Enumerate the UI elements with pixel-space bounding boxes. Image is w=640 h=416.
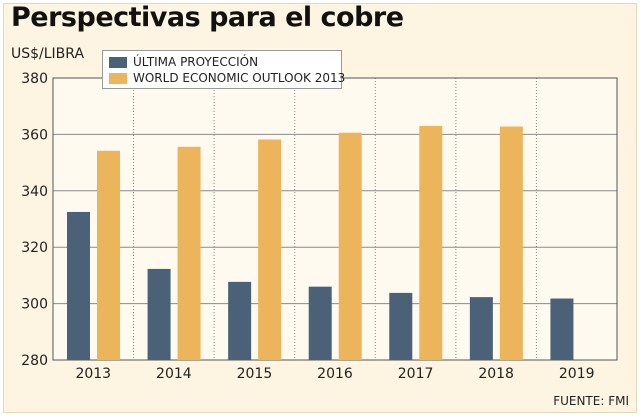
bar-latest-2014	[147, 268, 171, 360]
x-tick-label: 2013	[75, 366, 111, 382]
y-tick-label: 320	[21, 240, 48, 256]
legend-label-weo: WORLD ECONOMIC OUTLOOK 2013	[133, 71, 346, 85]
legend-item-latest: ÚLTIMA PROYECCIÓN	[109, 54, 335, 70]
bar-weo-2014	[177, 146, 201, 360]
bar-latest-2018	[469, 297, 493, 360]
source-note: FUENTE: FMI	[553, 394, 629, 408]
bar-latest-2015	[228, 281, 252, 360]
chart-title: Perspectivas para el cobre	[11, 2, 404, 33]
bar-latest-2019	[550, 298, 574, 360]
x-tick-label: 2014	[156, 366, 192, 382]
y-tick-label: 340	[21, 184, 48, 200]
bar-weo-2017	[419, 125, 443, 360]
bar-latest-2016	[308, 286, 332, 360]
y-tick-label: 280	[21, 353, 48, 369]
legend: ÚLTIMA PROYECCIÓN WORLD ECONOMIC OUTLOOK…	[102, 50, 345, 89]
bar-weo-2013	[97, 150, 120, 360]
x-tick-label: 2019	[559, 366, 595, 382]
bar-weo-2015	[258, 139, 282, 360]
legend-item-weo: WORLD ECONOMIC OUTLOOK 2013	[109, 70, 345, 86]
x-tick-label: 2016	[317, 366, 353, 382]
bar-latest-2013	[67, 211, 90, 360]
legend-label-latest: ÚLTIMA PROYECCIÓN	[133, 55, 259, 69]
y-tick-label: 300	[21, 297, 48, 313]
x-tick-label: 2015	[237, 366, 273, 382]
bar-latest-2017	[389, 292, 413, 360]
legend-swatch-weo	[109, 72, 127, 84]
x-tick-label: 2017	[398, 366, 434, 382]
legend-swatch-latest	[109, 56, 127, 68]
bar-weo-2016	[338, 132, 362, 360]
x-tick-label: 2018	[478, 366, 514, 382]
y-tick-label: 380	[21, 71, 48, 87]
y-axis-label: US$/LIBRA	[11, 46, 85, 62]
y-tick-label: 360	[21, 127, 48, 143]
plot-area	[53, 78, 617, 360]
bar-weo-2018	[499, 126, 523, 360]
